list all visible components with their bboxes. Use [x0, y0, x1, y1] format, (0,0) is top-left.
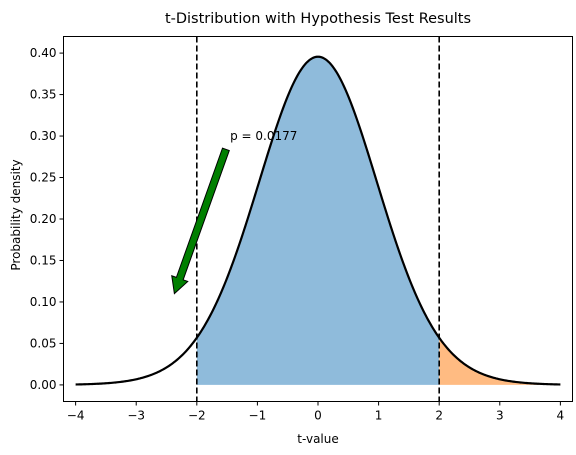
chart-title: t-Distribution with Hypothesis Test Resu…	[165, 11, 471, 27]
x-tick-label: −1	[249, 409, 267, 423]
y-axis-label: Probability density	[9, 159, 23, 270]
plot-area: p = 0.0177	[75, 36, 561, 402]
x-tick-label: −3	[127, 409, 145, 423]
y-tick-label: 0.40	[30, 46, 57, 60]
x-tick-label: −4	[67, 409, 85, 423]
acceptance-region	[196, 56, 440, 385]
density-curve	[75, 55, 561, 386]
annotation-arrow	[171, 147, 230, 295]
x-tick-label: 1	[375, 409, 383, 423]
y-tick-label: 0.15	[30, 253, 57, 267]
axes: −4 −3 −2 −1 0 1 2 3 4 0.00 0.05 0.10 0.15 0.20 0.25 0.3…	[30, 36, 573, 423]
x-tick-label: −2	[188, 409, 206, 423]
y-tick-label: 0.20	[30, 212, 57, 226]
x-tick-label: 2	[435, 409, 443, 423]
y-tick-label: 0.05	[30, 336, 57, 350]
rejection-region-right	[439, 337, 561, 385]
x-tick-label: 0	[314, 409, 322, 423]
x-axis-label: t-value	[297, 432, 339, 446]
y-tick-label: 0.30	[30, 129, 57, 143]
y-tick-label: 0.25	[30, 171, 57, 185]
y-tick-label: 0.35	[30, 88, 57, 102]
y-tick-label: 0.00	[30, 378, 57, 392]
y-tick-label: 0.10	[30, 295, 57, 309]
p-value-annotation: p = 0.0177	[230, 129, 297, 143]
x-tick-label: 3	[496, 409, 504, 423]
x-tick-label: 4	[557, 409, 565, 423]
